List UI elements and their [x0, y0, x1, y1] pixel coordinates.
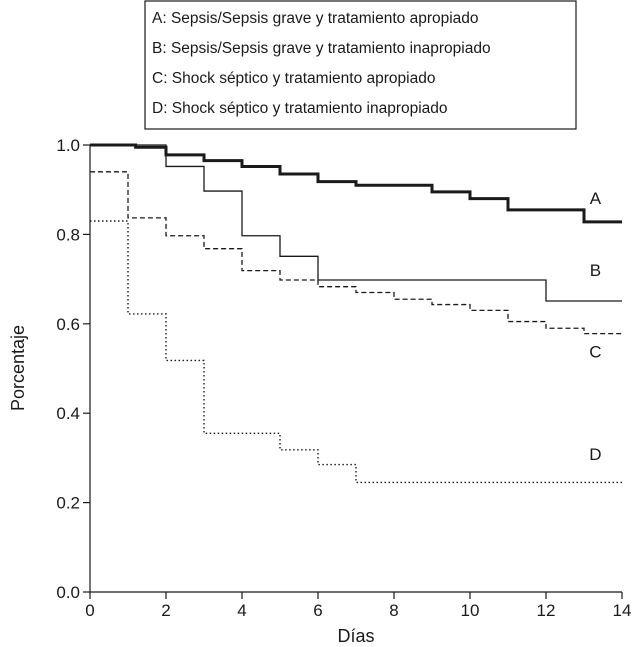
y-tick-label: 1.0 [56, 136, 80, 155]
y-axis-title: Porcentaje [8, 325, 28, 411]
y-tick-label: 0.0 [56, 583, 80, 602]
x-tick-label: 2 [161, 601, 170, 620]
x-tick-label: 0 [85, 601, 94, 620]
legend-entry-d: D: Shock séptico y tratamiento inapropia… [152, 100, 448, 117]
series-group [90, 143, 622, 484]
curve-label-d: D [589, 445, 601, 464]
y-ticks: 0.0 0.2 0.4 0.6 0.8 1.0 [56, 136, 90, 602]
y-tick-label: 0.6 [56, 315, 80, 334]
curve-label-c: C [589, 342, 601, 361]
x-axis-title: Días [337, 626, 374, 646]
series-c-line [90, 171, 622, 335]
x-tick-label: 12 [537, 601, 556, 620]
x-tick-label: 10 [461, 601, 480, 620]
x-tick-label: 6 [313, 601, 322, 620]
legend-entry-c: C: Shock séptico y tratamiento apropiado [152, 70, 435, 87]
legend: A: Sepsis/Sepsis grave y tratamiento apr… [144, 0, 577, 130]
x-tick-label: 4 [237, 601, 246, 620]
series-a-line [90, 143, 622, 224]
curve-label-a: A [590, 189, 602, 208]
legend-entry-b: B: Sepsis/Sepsis grave y tratamiento ina… [152, 40, 491, 57]
curve-labels: A B C D [589, 189, 601, 464]
x-tick-label: 8 [389, 601, 398, 620]
curve-label-b: B [590, 261, 601, 280]
series-d-line [90, 220, 622, 484]
legend-box [144, 0, 577, 130]
legend-entry-a: A: Sepsis/Sepsis grave y tratamiento apr… [152, 10, 479, 27]
x-tick-label: 14 [613, 601, 632, 620]
y-tick-label: 0.2 [56, 494, 80, 513]
x-ticks: 0 2 4 6 8 10 12 14 [85, 592, 631, 620]
y-tick-label: 0.4 [56, 404, 80, 423]
series-b-line [90, 144, 622, 302]
y-tick-label: 0.8 [56, 225, 80, 244]
plot-area [89, 145, 622, 593]
